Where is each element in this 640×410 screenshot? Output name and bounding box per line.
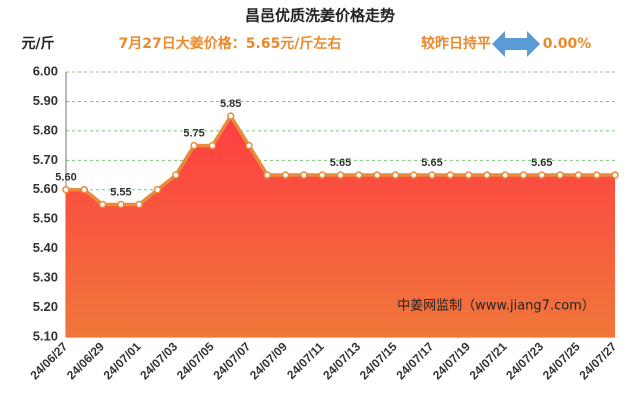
x-tick-label: 24/07/09 bbox=[247, 339, 290, 382]
data-label: 5.65 bbox=[531, 157, 552, 169]
point bbox=[538, 171, 546, 179]
y-tick-label: 5.90 bbox=[33, 93, 58, 108]
data-label: 5.85 bbox=[220, 98, 241, 110]
y-tick-label: 5.60 bbox=[33, 181, 58, 196]
y-tick-label: 5.10 bbox=[33, 328, 58, 343]
x-tick-label: 24/07/15 bbox=[357, 339, 400, 382]
x-tick-label: 24/07/21 bbox=[467, 339, 510, 382]
point bbox=[556, 171, 564, 179]
x-tick-label: 24/06/29 bbox=[64, 339, 107, 382]
point bbox=[281, 171, 290, 179]
data-label: 5.55 bbox=[110, 186, 131, 198]
point bbox=[80, 186, 89, 194]
x-tick-label: 24/07/11 bbox=[284, 339, 327, 382]
point bbox=[428, 171, 436, 179]
x-tick-label: 24/07/05 bbox=[174, 339, 217, 382]
point bbox=[135, 200, 143, 209]
point bbox=[190, 141, 198, 150]
x-tick-label: 24/06/27 bbox=[27, 339, 70, 382]
point bbox=[300, 171, 308, 179]
y-tick-label: 6.00 bbox=[33, 63, 58, 78]
point bbox=[391, 171, 400, 179]
x-tick-label: 24/07/25 bbox=[540, 339, 583, 382]
point bbox=[483, 171, 491, 179]
x-tick-label: 24/07/17 bbox=[393, 339, 436, 382]
point bbox=[446, 171, 455, 179]
point bbox=[409, 171, 418, 179]
chart-title: 昌邑优质洗姜价格走势 bbox=[245, 7, 395, 25]
x-tick-label: 24/07/07 bbox=[210, 339, 253, 382]
x-tick-label: 24/07/19 bbox=[430, 339, 473, 382]
y-tick-label: 5.30 bbox=[33, 270, 58, 285]
area bbox=[66, 116, 615, 338]
point bbox=[373, 171, 381, 179]
x-tick-label: 24/07/13 bbox=[320, 339, 363, 382]
y-tick-label: 5.50 bbox=[33, 211, 58, 226]
y-tick-label: 5.70 bbox=[33, 152, 58, 167]
point bbox=[501, 171, 509, 179]
point bbox=[208, 141, 217, 150]
point bbox=[263, 171, 272, 179]
y-tick-label: 5.20 bbox=[33, 299, 58, 314]
plot-area: 5.10 5.20 5.30 5.40 5.50 5.60 5.70 5.80 5.90 6.00… bbox=[27, 63, 619, 382]
point bbox=[592, 171, 601, 179]
change-text: 较昨日持平 bbox=[421, 35, 491, 52]
subtitle: 7月27日大姜价格：5.65元/斤左右 bbox=[119, 35, 342, 52]
x-tick-label: 24/07/01 bbox=[101, 339, 144, 382]
data-label: 5.65 bbox=[421, 157, 442, 169]
data-label: 5.65 bbox=[330, 157, 351, 169]
x-tick-label: 24/07/27 bbox=[576, 339, 619, 382]
y-axis-label: 元/斤 bbox=[21, 35, 54, 52]
point bbox=[153, 186, 162, 194]
point bbox=[245, 141, 253, 150]
point bbox=[226, 112, 235, 120]
point bbox=[117, 200, 125, 209]
point bbox=[62, 186, 70, 194]
data-label: 5.75 bbox=[183, 128, 204, 140]
point bbox=[336, 171, 345, 179]
point bbox=[519, 171, 528, 179]
change-value: 0.00% bbox=[543, 36, 592, 52]
annotation: 中姜网监制（www.jiang7.com） bbox=[397, 299, 595, 314]
point bbox=[574, 171, 583, 179]
point bbox=[464, 171, 473, 179]
point bbox=[611, 171, 619, 179]
point bbox=[355, 171, 363, 179]
point bbox=[318, 171, 326, 179]
point bbox=[98, 200, 107, 209]
y-tick-label: 5.80 bbox=[33, 122, 58, 137]
x-tick-label: 24/07/23 bbox=[503, 339, 546, 382]
point bbox=[172, 171, 180, 179]
x-tick-label: 24/07/03 bbox=[137, 339, 180, 382]
data-label: 5.60 bbox=[55, 172, 76, 184]
change-icon bbox=[492, 31, 540, 57]
y-tick-label: 5.40 bbox=[33, 240, 58, 255]
